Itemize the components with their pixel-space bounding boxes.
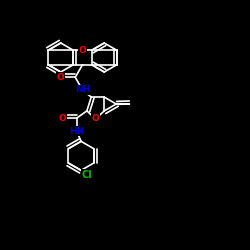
Text: Cl: Cl: [82, 170, 92, 180]
Text: O: O: [78, 46, 86, 55]
Text: O: O: [92, 114, 100, 123]
Text: NH: NH: [75, 85, 90, 94]
Text: O: O: [57, 73, 64, 82]
Text: HN: HN: [69, 127, 84, 136]
Text: O: O: [58, 114, 66, 123]
